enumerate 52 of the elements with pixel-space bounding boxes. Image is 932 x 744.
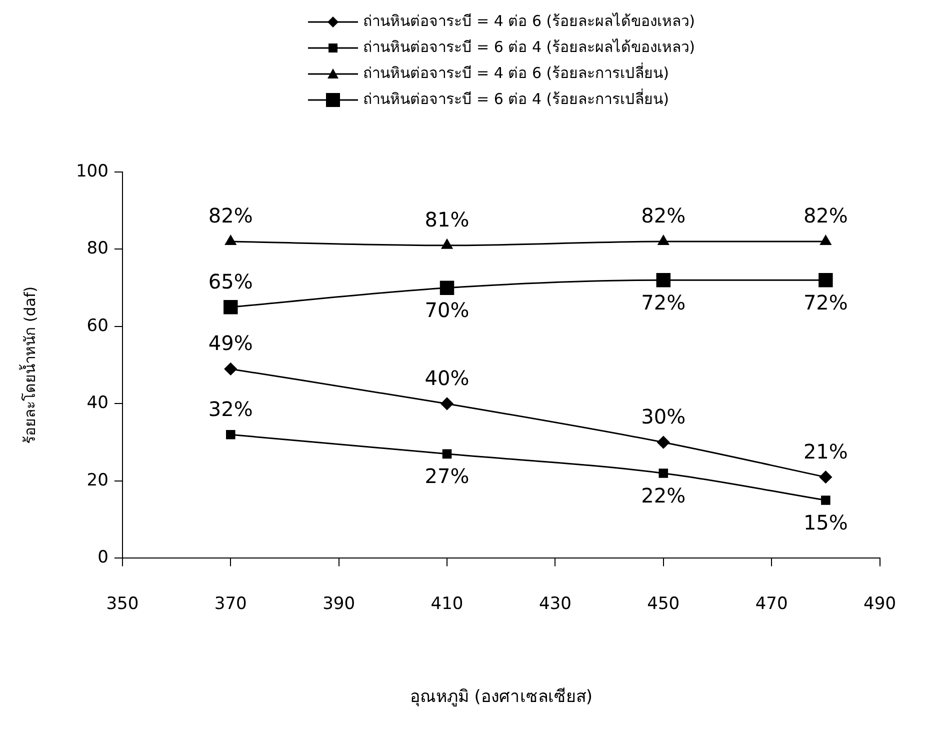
x-tick-label: 470	[755, 594, 788, 614]
data-label: 22%	[641, 483, 686, 508]
x-tick-label: 370	[214, 594, 247, 614]
data-label: 82%	[803, 204, 848, 228]
legend-label: ถ่านหินต่อจาระบี = 4 ต่อ 6 (ร้อยละผลได้ของเหลว)	[362, 11, 696, 32]
point	[820, 235, 832, 246]
point	[821, 496, 830, 505]
x-tick-label: 390	[322, 594, 356, 614]
data-label: 65%	[208, 269, 253, 294]
point	[819, 470, 832, 484]
data-label: 70%	[424, 298, 470, 322]
legend-label: ถ่านหินต่อจาระบี = 4 ต่อ 6 (ร้อยละการเปลี่ยน)	[362, 62, 670, 84]
legend-label: ถ่านหินต่อจาระบี = 6 ต่อ 4 (ร้อยละผลได้ของเหลว)	[362, 37, 696, 58]
point	[225, 235, 236, 246]
point	[224, 362, 237, 376]
point	[658, 468, 668, 478]
data-label: 40%	[424, 366, 470, 390]
data-label: 82%	[641, 204, 686, 228]
point	[658, 235, 669, 246]
data-label: 21%	[803, 439, 848, 464]
y-tick-label: 40	[86, 393, 108, 414]
data-label: 81%	[424, 208, 470, 232]
x-axis-title: อุณหภูมิ (องศาเซลเซียส)	[410, 687, 592, 708]
legend-label: ถ่านหินต่อจาระบี = 6 ต่อ 4 (ร้อยละการเปลี่ยน)	[362, 88, 670, 110]
y-axis-title: ร้อยละโดยน้ำหนัก (daf)	[18, 286, 39, 444]
data-label: 15%	[803, 510, 848, 534]
point	[442, 449, 452, 459]
x-tick-label: 410	[430, 594, 464, 614]
data-label: 72%	[803, 290, 848, 314]
point	[226, 430, 236, 440]
point	[656, 273, 671, 288]
point	[657, 436, 670, 449]
point	[224, 300, 238, 314]
data-label: 82%	[208, 204, 253, 228]
x-tick-label: 490	[864, 594, 896, 614]
x-tick-label: 450	[647, 594, 680, 614]
point	[818, 273, 833, 288]
y-tick-label: 80	[86, 238, 108, 259]
x-tick-label: 430	[538, 594, 572, 614]
point	[440, 280, 454, 295]
data-label: 32%	[208, 396, 253, 421]
data-label: 72%	[641, 290, 686, 314]
y-tick-label: 100	[76, 161, 108, 182]
y-tick-label: 60	[86, 316, 108, 336]
y-tick-label: 0	[98, 548, 108, 568]
data-label: 49%	[208, 331, 253, 356]
data-label: 30%	[641, 404, 686, 429]
y-tick-label: 20	[86, 470, 108, 490]
point	[440, 397, 454, 410]
data-label: 27%	[424, 464, 470, 488]
x-tick-label: 350	[106, 594, 139, 614]
point	[442, 239, 453, 249]
